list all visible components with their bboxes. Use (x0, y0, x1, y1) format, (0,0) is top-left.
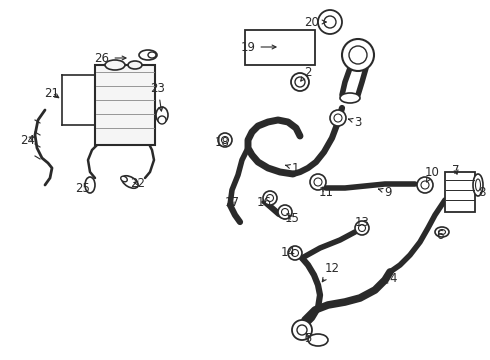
Text: 17: 17 (224, 195, 240, 208)
Circle shape (281, 208, 289, 216)
Text: 18: 18 (215, 135, 229, 149)
Text: 14: 14 (280, 246, 295, 258)
Ellipse shape (475, 179, 481, 191)
Text: 7: 7 (452, 163, 460, 176)
Text: 15: 15 (285, 212, 299, 225)
Text: 4: 4 (384, 271, 397, 284)
Ellipse shape (439, 230, 445, 234)
Ellipse shape (139, 50, 157, 60)
Ellipse shape (435, 227, 449, 237)
Circle shape (330, 110, 346, 126)
Ellipse shape (340, 93, 360, 103)
Text: 2: 2 (301, 66, 312, 81)
Ellipse shape (156, 107, 168, 123)
Circle shape (292, 249, 298, 257)
Circle shape (334, 114, 342, 122)
Text: 24: 24 (21, 134, 35, 147)
Circle shape (359, 225, 366, 231)
Circle shape (267, 194, 273, 202)
Text: 20: 20 (305, 15, 326, 28)
Circle shape (297, 325, 307, 335)
Circle shape (324, 16, 336, 28)
Text: 3: 3 (348, 116, 362, 129)
Circle shape (278, 205, 292, 219)
Ellipse shape (148, 52, 156, 58)
Text: 13: 13 (355, 216, 369, 229)
Circle shape (318, 10, 342, 34)
Circle shape (263, 191, 277, 205)
Text: 21: 21 (45, 86, 59, 99)
Ellipse shape (473, 174, 483, 196)
Circle shape (291, 73, 309, 91)
Circle shape (295, 77, 305, 87)
Circle shape (292, 320, 312, 340)
Circle shape (342, 39, 374, 71)
Circle shape (158, 116, 166, 124)
Text: 22: 22 (130, 176, 146, 189)
Ellipse shape (308, 334, 328, 346)
Text: 11: 11 (318, 185, 334, 198)
Text: 9: 9 (379, 185, 392, 198)
Text: 23: 23 (150, 81, 166, 111)
Text: 19: 19 (241, 41, 276, 54)
Ellipse shape (121, 176, 127, 182)
Bar (245, 30, 315, 65)
Ellipse shape (122, 176, 138, 188)
Ellipse shape (128, 61, 142, 69)
Circle shape (310, 174, 326, 190)
Circle shape (355, 221, 369, 235)
Circle shape (288, 246, 302, 260)
Text: 6: 6 (436, 229, 444, 242)
Circle shape (421, 181, 429, 189)
Circle shape (417, 177, 433, 193)
Bar (95, 65, 155, 145)
Text: 12: 12 (322, 261, 340, 282)
Text: 5: 5 (304, 332, 312, 345)
Text: 26: 26 (95, 51, 126, 64)
Circle shape (218, 133, 232, 147)
Text: 16: 16 (256, 195, 271, 208)
Ellipse shape (85, 177, 95, 193)
Circle shape (349, 46, 367, 64)
Text: 10: 10 (424, 166, 440, 182)
Text: 8: 8 (478, 185, 486, 198)
Text: 1: 1 (286, 162, 299, 175)
Bar (445, 172, 475, 212)
Circle shape (314, 178, 322, 186)
Ellipse shape (105, 60, 125, 70)
Circle shape (221, 136, 228, 144)
Text: 25: 25 (75, 181, 91, 194)
